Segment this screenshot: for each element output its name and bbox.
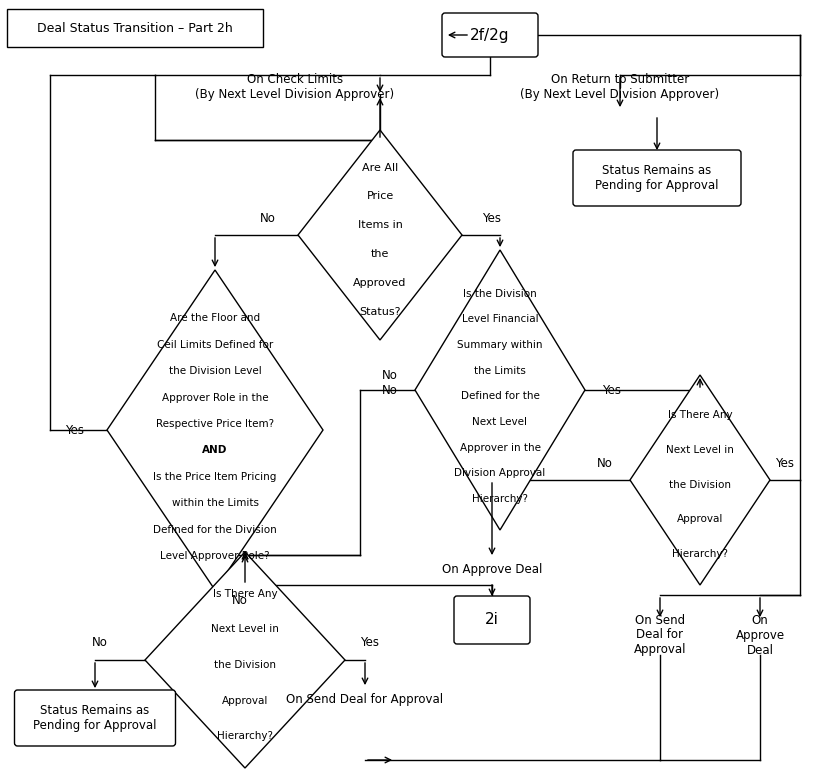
Text: Level Approver Role?: Level Approver Role? <box>160 551 270 561</box>
Text: Next Level in: Next Level in <box>211 624 279 634</box>
Text: Yes: Yes <box>482 212 501 224</box>
Polygon shape <box>145 552 345 768</box>
Text: Hierarchy?: Hierarchy? <box>217 731 273 741</box>
Text: the Division: the Division <box>214 660 276 670</box>
Text: within the Limits: within the Limits <box>171 498 259 508</box>
Text: No: No <box>260 212 276 224</box>
Polygon shape <box>415 250 585 530</box>
Text: On Check Limits
(By Next Level Division Approver): On Check Limits (By Next Level Division … <box>196 73 395 101</box>
Text: Approver Role in the: Approver Role in the <box>161 393 268 403</box>
Text: Hierarchy?: Hierarchy? <box>672 549 728 559</box>
Text: Defined for the Division: Defined for the Division <box>153 524 277 535</box>
Text: the: the <box>370 249 389 260</box>
Text: No: No <box>382 368 398 382</box>
Text: Status?: Status? <box>360 307 401 317</box>
Text: Items in: Items in <box>358 220 402 230</box>
Text: Next Level: Next Level <box>472 417 528 427</box>
FancyBboxPatch shape <box>14 690 176 746</box>
Text: Yes: Yes <box>775 456 795 470</box>
Text: Approved: Approved <box>354 278 407 288</box>
Text: the Limits: the Limits <box>474 365 526 376</box>
Text: No: No <box>597 456 613 470</box>
FancyBboxPatch shape <box>442 13 538 57</box>
Text: Approval: Approval <box>677 514 723 524</box>
Text: Approver in the: Approver in the <box>459 443 540 452</box>
FancyBboxPatch shape <box>573 150 741 206</box>
Text: Yes: Yes <box>602 383 622 397</box>
Text: No: No <box>232 593 248 607</box>
Text: the Division: the Division <box>669 480 731 490</box>
Text: the Division Level: the Division Level <box>169 366 261 376</box>
FancyBboxPatch shape <box>454 596 530 644</box>
Text: Status Remains as
Pending for Approval: Status Remains as Pending for Approval <box>34 704 157 732</box>
Text: On Approve Deal: On Approve Deal <box>442 564 542 576</box>
Text: Summary within: Summary within <box>457 340 543 350</box>
Text: Price: Price <box>366 191 394 201</box>
Text: Status Remains as
Pending for Approval: Status Remains as Pending for Approval <box>596 164 719 192</box>
Text: Next Level in: Next Level in <box>666 445 734 455</box>
Text: 2f/2g: 2f/2g <box>470 27 510 42</box>
Text: Is There Any: Is There Any <box>213 589 277 598</box>
Text: On Send
Deal for
Approval: On Send Deal for Approval <box>633 614 686 656</box>
Text: On
Approve
Deal: On Approve Deal <box>736 614 785 656</box>
Text: Is There Any: Is There Any <box>668 411 732 420</box>
Text: Level Financial: Level Financial <box>462 314 538 325</box>
Text: Are the Floor and: Are the Floor and <box>170 314 260 324</box>
Text: Is the Price Item Pricing: Is the Price Item Pricing <box>154 472 276 482</box>
Text: Are All: Are All <box>362 162 398 172</box>
Text: No: No <box>382 383 398 397</box>
Text: Respective Price Item?: Respective Price Item? <box>156 419 274 429</box>
Text: Deal Status Transition – Part 2h: Deal Status Transition – Part 2h <box>37 21 233 34</box>
Text: Is the Division: Is the Division <box>463 289 537 299</box>
Text: AND: AND <box>202 445 228 456</box>
Polygon shape <box>298 130 462 340</box>
Text: Defined for the: Defined for the <box>460 391 539 401</box>
Text: No: No <box>92 637 108 649</box>
Text: On Send Deal for Approval: On Send Deal for Approval <box>286 694 444 706</box>
Text: Approval: Approval <box>222 695 268 706</box>
Text: Hierarchy?: Hierarchy? <box>472 494 528 504</box>
FancyBboxPatch shape <box>7 9 263 47</box>
Text: Division Approval: Division Approval <box>454 468 546 478</box>
Text: Ceil Limits Defined for: Ceil Limits Defined for <box>157 339 273 350</box>
Text: Yes: Yes <box>360 637 380 649</box>
Text: 2i: 2i <box>485 612 499 627</box>
Polygon shape <box>107 270 323 590</box>
Text: On Return to Submitter
(By Next Level Division Approver): On Return to Submitter (By Next Level Di… <box>521 73 720 101</box>
Polygon shape <box>630 375 770 585</box>
Text: Yes: Yes <box>66 423 85 437</box>
